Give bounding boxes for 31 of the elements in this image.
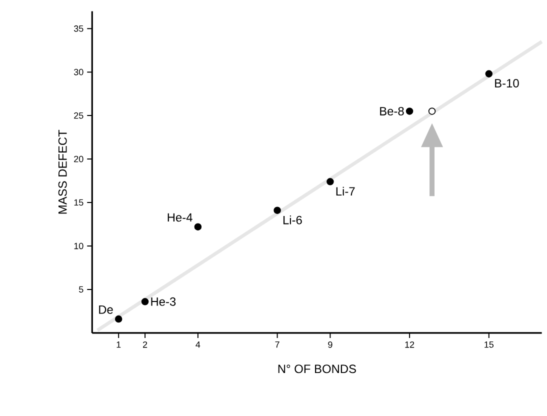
annotation: De	[99, 305, 113, 314]
y-axis-title: MASS DEFECT	[58, 130, 67, 214]
y-tick-label: 25	[74, 112, 84, 119]
y-tick-label: 15	[74, 199, 84, 206]
y-tick-label: 10	[74, 242, 84, 250]
point	[428, 108, 436, 115]
x-tick-label: 1	[116, 341, 121, 348]
x-tick-label: 12	[405, 341, 414, 348]
y-tick-label: 5	[78, 286, 84, 293]
point	[485, 70, 493, 78]
annotation: He-3	[151, 297, 176, 306]
x-tick-label: 9	[328, 341, 332, 348]
point	[406, 108, 414, 115]
x-tick-label: 4	[196, 341, 200, 348]
point	[194, 223, 202, 230]
y-tick-label: 20	[74, 156, 84, 162]
y-tick-label: 30	[74, 68, 84, 76]
annotation: Li-7	[336, 186, 355, 196]
x-axis-title: N° OF BONDS	[278, 364, 356, 374]
point	[274, 206, 281, 214]
x-tick-label: 15	[484, 341, 494, 348]
y-tick-label: 35	[74, 25, 84, 32]
point	[326, 178, 334, 186]
x-tick-label: 2	[142, 341, 148, 348]
x-tick-label: 7	[275, 341, 280, 348]
point	[114, 315, 122, 323]
annotation: Be-8	[380, 106, 404, 116]
annotation: He-4	[168, 213, 192, 222]
annotation: B-10	[495, 78, 519, 88]
annotation: Li-6	[283, 215, 302, 224]
point	[141, 298, 149, 306]
